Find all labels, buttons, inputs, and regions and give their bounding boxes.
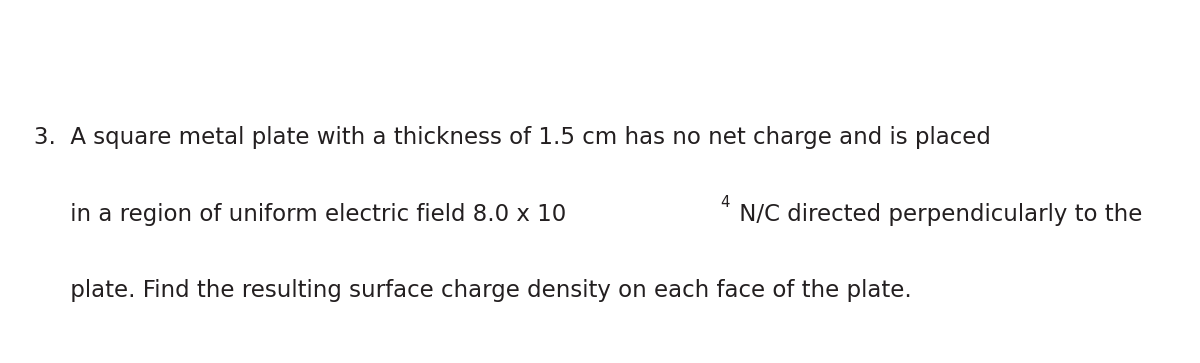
Text: N/C directed perpendicularly to the: N/C directed perpendicularly to the (732, 203, 1142, 226)
Text: 4: 4 (720, 195, 730, 211)
Text: 3.  A square metal plate with a thickness of 1.5 cm has no net charge and is pla: 3. A square metal plate with a thickness… (34, 126, 990, 150)
Text: in a region of uniform electric field 8.0 x 10: in a region of uniform electric field 8.… (34, 203, 566, 226)
Text: plate. Find the resulting surface charge density on each face of the plate.: plate. Find the resulting surface charge… (34, 279, 911, 302)
